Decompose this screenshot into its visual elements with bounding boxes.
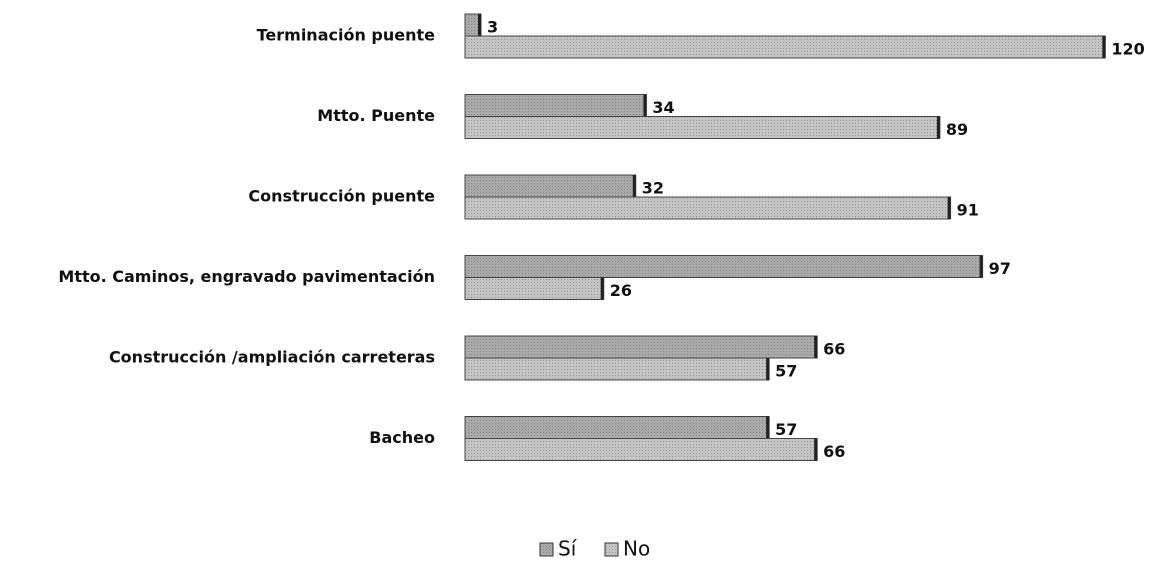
data-label: 32 [642, 179, 664, 198]
data-label: 34 [652, 98, 674, 117]
bar-edge [632, 175, 636, 197]
bar-texture [465, 438, 818, 461]
bar-texture [465, 14, 482, 36]
data-label: 66 [823, 340, 845, 359]
data-label: 97 [989, 259, 1011, 278]
category-label: Terminación puente [257, 26, 436, 45]
bar-edge [478, 14, 482, 36]
data-label: 66 [823, 442, 845, 461]
bar-edge [947, 197, 951, 219]
bar-texture [465, 94, 647, 117]
category-label: Mtto. Puente [317, 106, 435, 125]
bar-edge [979, 255, 983, 278]
bar-texture [465, 255, 983, 278]
category-label: Bacheo [369, 428, 435, 447]
category-label: Construcción /ampliación carreteras [109, 348, 435, 367]
bar-edge [600, 277, 604, 300]
bar-texture [465, 36, 1106, 58]
bar-edge [936, 116, 940, 139]
bar-edge [814, 336, 818, 358]
legend-swatch-texture [605, 543, 618, 556]
bar-texture [465, 336, 818, 358]
bar-edge [766, 358, 770, 380]
data-label: 89 [946, 120, 968, 139]
bar-texture [465, 416, 770, 439]
bar-edge [814, 438, 818, 461]
bar-texture [465, 358, 770, 380]
bar-edge [766, 416, 770, 439]
bar-texture [465, 175, 636, 197]
data-label: 3 [487, 18, 498, 37]
bar-edge [643, 94, 647, 117]
legend: Sí No [539, 537, 650, 561]
legend-label: No [623, 537, 650, 561]
data-label: 57 [775, 420, 797, 439]
legend-label: Sí [558, 537, 578, 561]
data-label: 91 [957, 201, 979, 220]
category-label: Mtto. Caminos, engravado pavimentación [58, 267, 435, 286]
bar-edge [1102, 36, 1106, 58]
category-label: Construcción puente [248, 187, 435, 206]
bar-texture [465, 197, 951, 219]
bar-texture [465, 116, 940, 139]
legend-swatch-texture [540, 543, 553, 556]
data-label: 120 [1111, 40, 1144, 59]
data-label: 57 [775, 362, 797, 381]
data-label: 26 [610, 281, 632, 300]
bar-texture [465, 277, 604, 300]
